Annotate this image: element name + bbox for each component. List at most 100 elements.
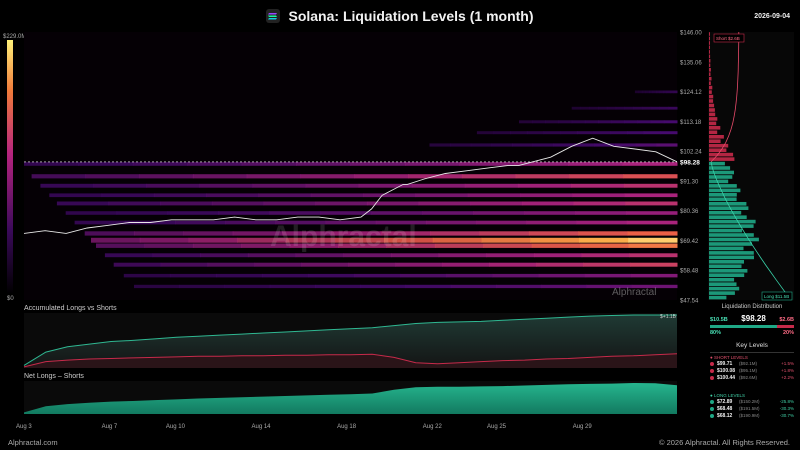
heatmap-band [659,90,664,94]
distribution-bar [709,179,729,184]
heatmap-band [541,284,587,289]
heatmap-band [286,237,336,243]
price-tick-label: $69.42 [680,239,699,245]
heatmap-band [625,201,678,206]
heatmap-band [576,220,628,225]
heatmap-band [363,193,416,198]
heatmap-band [350,162,406,166]
key-levels-panel: Key Levels ● SHORT LEVELS $99.71 ($92.1M… [710,342,794,402]
distribution-right-value: $2.6B [779,317,794,323]
date-tick-label: Aug 10 [166,424,186,430]
heatmap-band [635,143,657,147]
heatmap-band [598,106,608,110]
distribution-bar [709,32,710,36]
heatmap-band [628,243,678,248]
heatmap-band [476,220,527,225]
heatmap-band [570,183,625,188]
distribution-bar [709,161,725,166]
heatmap-band [305,183,360,188]
heatmap-band [470,201,523,206]
heatmap-band [56,201,110,206]
heatmap-band [492,273,540,278]
heatmap-band [520,193,573,198]
footer-site-link[interactable]: Alphractal.com [8,438,58,447]
heatmap-bands [24,90,678,289]
distribution-bar [709,121,717,126]
heatmap-band [139,237,190,243]
heatmap-band [584,120,599,124]
long-level-price: $68.48 [717,405,733,412]
heatmap-band [411,183,466,188]
heatmap-band [434,243,484,248]
heatmap-band [179,284,225,289]
distribution-bar [709,215,747,219]
heatmap-band [418,201,471,206]
heatmap-band [531,243,581,248]
heatmap-band [241,162,297,166]
heatmap-band [532,143,554,147]
heatmap-band [493,131,511,135]
distribution-bar [709,143,729,148]
heatmap-band [31,174,86,179]
accumulated-longs-area [24,315,677,368]
short-level-pct: +1.5% [781,361,794,366]
heatmap-band [65,211,118,215]
heatmap-band [594,143,616,147]
distribution-bar [709,126,721,130]
heatmap-band [560,131,578,135]
heatmap-band [375,220,427,225]
heatmap-band [432,237,483,243]
price-tick-label: $58.48 [680,269,699,275]
distribution-bar [710,325,794,328]
page-title: Solana: Liquidation Levels (1 month) [288,8,534,24]
heatmap-band [496,284,542,289]
distribution-bar [709,90,712,94]
heatmap-band [104,253,154,258]
heatmap-band [275,220,327,225]
heatmap-band [610,131,628,135]
distribution-bar [709,197,737,202]
heatmap-band [371,211,423,215]
distribution-bar [709,219,756,224]
long-level-row: $72.89 ($150.2M) -25.8% [710,398,794,405]
heatmap-band [584,273,632,278]
long-total-box [761,291,793,301]
heatmap-band [580,243,630,248]
heatmap-band [573,143,595,147]
distribution-bar [709,85,713,90]
price-tick-label: $80.36 [680,209,699,215]
distribution-bar [709,170,734,175]
heatmap-band [634,90,639,94]
heatmap-band [225,220,276,225]
price-tick-label: $135.06 [680,60,702,66]
distribution-bar [709,76,712,81]
heatmap-band [85,174,140,179]
heatmap-band [187,162,243,166]
heatmap-band [624,120,638,124]
heatmap-band [386,243,436,248]
heatmap-band [207,262,255,267]
distribution-left-pct: 80% [710,330,722,336]
distribution-bar [709,157,735,161]
heatmap-band [630,273,678,278]
heatmap-band [211,201,265,206]
price-axis: $146.00 $135.06 $124.12 $113.18 $102.24 $91.3… [680,31,702,305]
distribution-bar [709,50,710,54]
heatmap-band [641,106,652,110]
accumulated-last-value: $+1.1B [660,314,677,320]
distribution-bar [709,36,710,41]
heatmap-band [631,284,678,289]
heatmap-band [526,220,578,225]
heatmap-band [167,211,219,215]
heatmap-band [459,162,515,166]
heatmap-band [623,174,678,179]
heatmap-band [479,231,530,236]
heatmap-band [422,211,474,215]
distribution-bar-long-fill [710,325,778,328]
distribution-bar [709,193,737,197]
heatmap-band [519,120,533,124]
heatmap-band [650,120,665,124]
distribution-bar [709,286,740,291]
heatmap-band [188,237,238,243]
heatmap-band [108,201,161,206]
